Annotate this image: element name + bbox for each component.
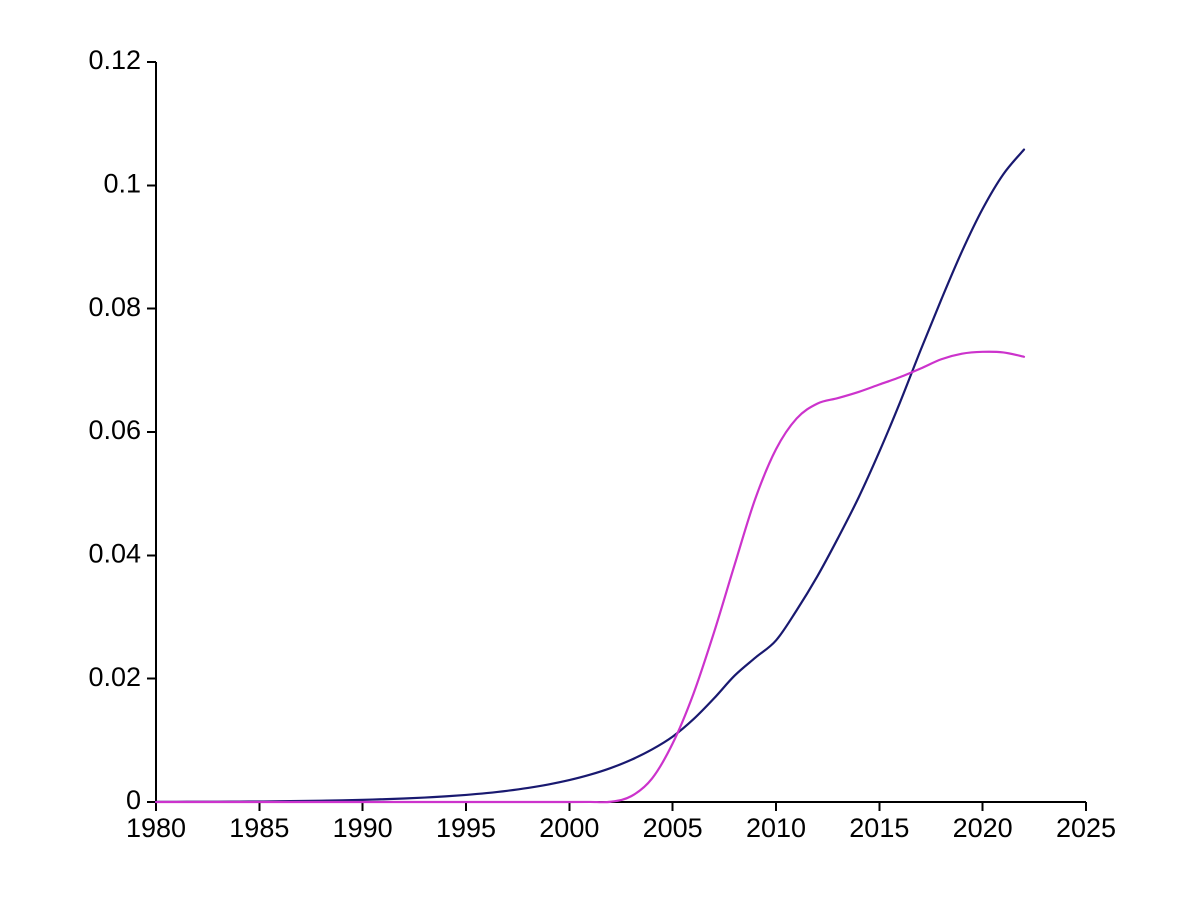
x-tick-label-8: 2020: [953, 813, 1013, 843]
y-tick-label-6: 0.12: [88, 45, 141, 75]
series-line-series-navy: [154, 148, 1026, 803]
x-tick-label-9: 2025: [1056, 813, 1116, 843]
y-tick-label-0: 0: [126, 785, 141, 815]
tick-marks: [147, 61, 1087, 811]
y-tick-label-4: 0.08: [88, 292, 141, 322]
x-tick-label-0: 1980: [126, 813, 186, 843]
x-tick-label-6: 2010: [746, 813, 806, 843]
series-line-series-magenta: [154, 350, 1026, 804]
y-tick-label-5: 0.1: [103, 168, 141, 198]
x-tick-label-7: 2015: [849, 813, 909, 843]
y-tick-label-1: 0.02: [88, 662, 141, 692]
x-tick-label-4: 2000: [539, 813, 599, 843]
x-tick-label-1: 1985: [229, 813, 289, 843]
tick-labels: 0 0.02 0.04 0.06 0.08 0.1 0.12 1980 1985 1990 1995…: [88, 45, 1116, 843]
x-tick-label-5: 2005: [643, 813, 703, 843]
y-tick-label-3: 0.06: [88, 415, 141, 445]
x-tick-label-3: 1995: [436, 813, 496, 843]
axis-spines: [155, 62, 1086, 803]
data-series: [154, 148, 1026, 804]
axes: [155, 62, 1086, 803]
y-tick-label-2: 0.04: [88, 538, 141, 568]
x-tick-label-2: 1990: [333, 813, 393, 843]
